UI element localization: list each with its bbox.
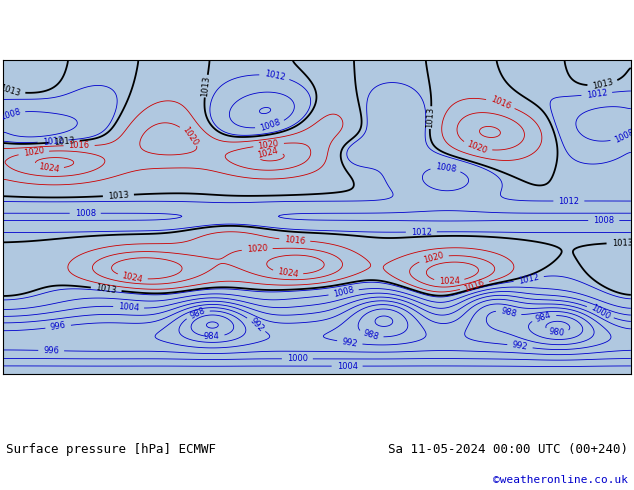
Text: 1024: 1024 (256, 146, 279, 160)
Text: 1020: 1020 (23, 147, 45, 158)
Text: 1012: 1012 (517, 272, 540, 286)
Text: 1008: 1008 (0, 107, 22, 122)
Text: 1024: 1024 (276, 268, 299, 280)
Text: 1016: 1016 (284, 235, 306, 245)
Text: 1013: 1013 (425, 107, 436, 128)
Text: 1008: 1008 (259, 118, 281, 133)
Text: 1013: 1013 (108, 190, 129, 201)
Text: 1020: 1020 (181, 124, 200, 147)
Text: 1020: 1020 (422, 250, 445, 265)
Text: 984: 984 (204, 332, 220, 341)
Text: 1008: 1008 (75, 209, 96, 218)
Text: 1024: 1024 (439, 277, 460, 287)
Text: 1016: 1016 (68, 141, 90, 150)
Text: 1012: 1012 (559, 196, 579, 205)
Text: 980: 980 (548, 327, 565, 338)
Text: 988: 988 (188, 306, 207, 321)
Text: 1024: 1024 (121, 271, 143, 284)
Text: 1012: 1012 (411, 227, 432, 237)
Text: 1013: 1013 (200, 75, 212, 97)
Text: 1013: 1013 (95, 283, 117, 295)
Text: 1008: 1008 (332, 286, 355, 299)
Text: 1020: 1020 (257, 139, 280, 151)
Text: 1000: 1000 (287, 354, 308, 364)
Text: 988: 988 (361, 329, 380, 343)
Text: 1004: 1004 (337, 362, 358, 370)
Text: 996: 996 (43, 346, 59, 355)
Text: 1000: 1000 (589, 303, 612, 321)
Text: 1012: 1012 (264, 70, 286, 82)
Text: 992: 992 (248, 316, 265, 334)
Text: 1020: 1020 (247, 244, 268, 254)
Text: Surface pressure [hPa] ECMWF: Surface pressure [hPa] ECMWF (6, 442, 216, 456)
Text: 1016: 1016 (489, 95, 512, 112)
Text: 1008: 1008 (435, 162, 457, 174)
Text: 1016: 1016 (463, 278, 486, 294)
Text: 1013: 1013 (0, 83, 22, 98)
Text: 1004: 1004 (118, 302, 139, 313)
Text: 1008: 1008 (613, 127, 634, 145)
Text: 992: 992 (512, 341, 529, 352)
Text: 1012: 1012 (586, 88, 608, 100)
Text: 1013: 1013 (611, 238, 633, 248)
Text: 1012: 1012 (42, 136, 64, 147)
Text: 984: 984 (534, 310, 552, 324)
Text: 1024: 1024 (37, 162, 60, 174)
Text: 996: 996 (49, 321, 67, 332)
Text: 988: 988 (500, 306, 517, 319)
Text: 1013: 1013 (592, 77, 614, 91)
Text: ©weatheronline.co.uk: ©weatheronline.co.uk (493, 475, 628, 485)
Text: 1013: 1013 (53, 136, 75, 147)
Text: 1008: 1008 (593, 216, 614, 225)
Text: Sa 11-05-2024 00:00 UTC (00+240): Sa 11-05-2024 00:00 UTC (00+240) (387, 442, 628, 456)
Text: 1020: 1020 (466, 139, 489, 155)
Text: 992: 992 (341, 337, 358, 348)
